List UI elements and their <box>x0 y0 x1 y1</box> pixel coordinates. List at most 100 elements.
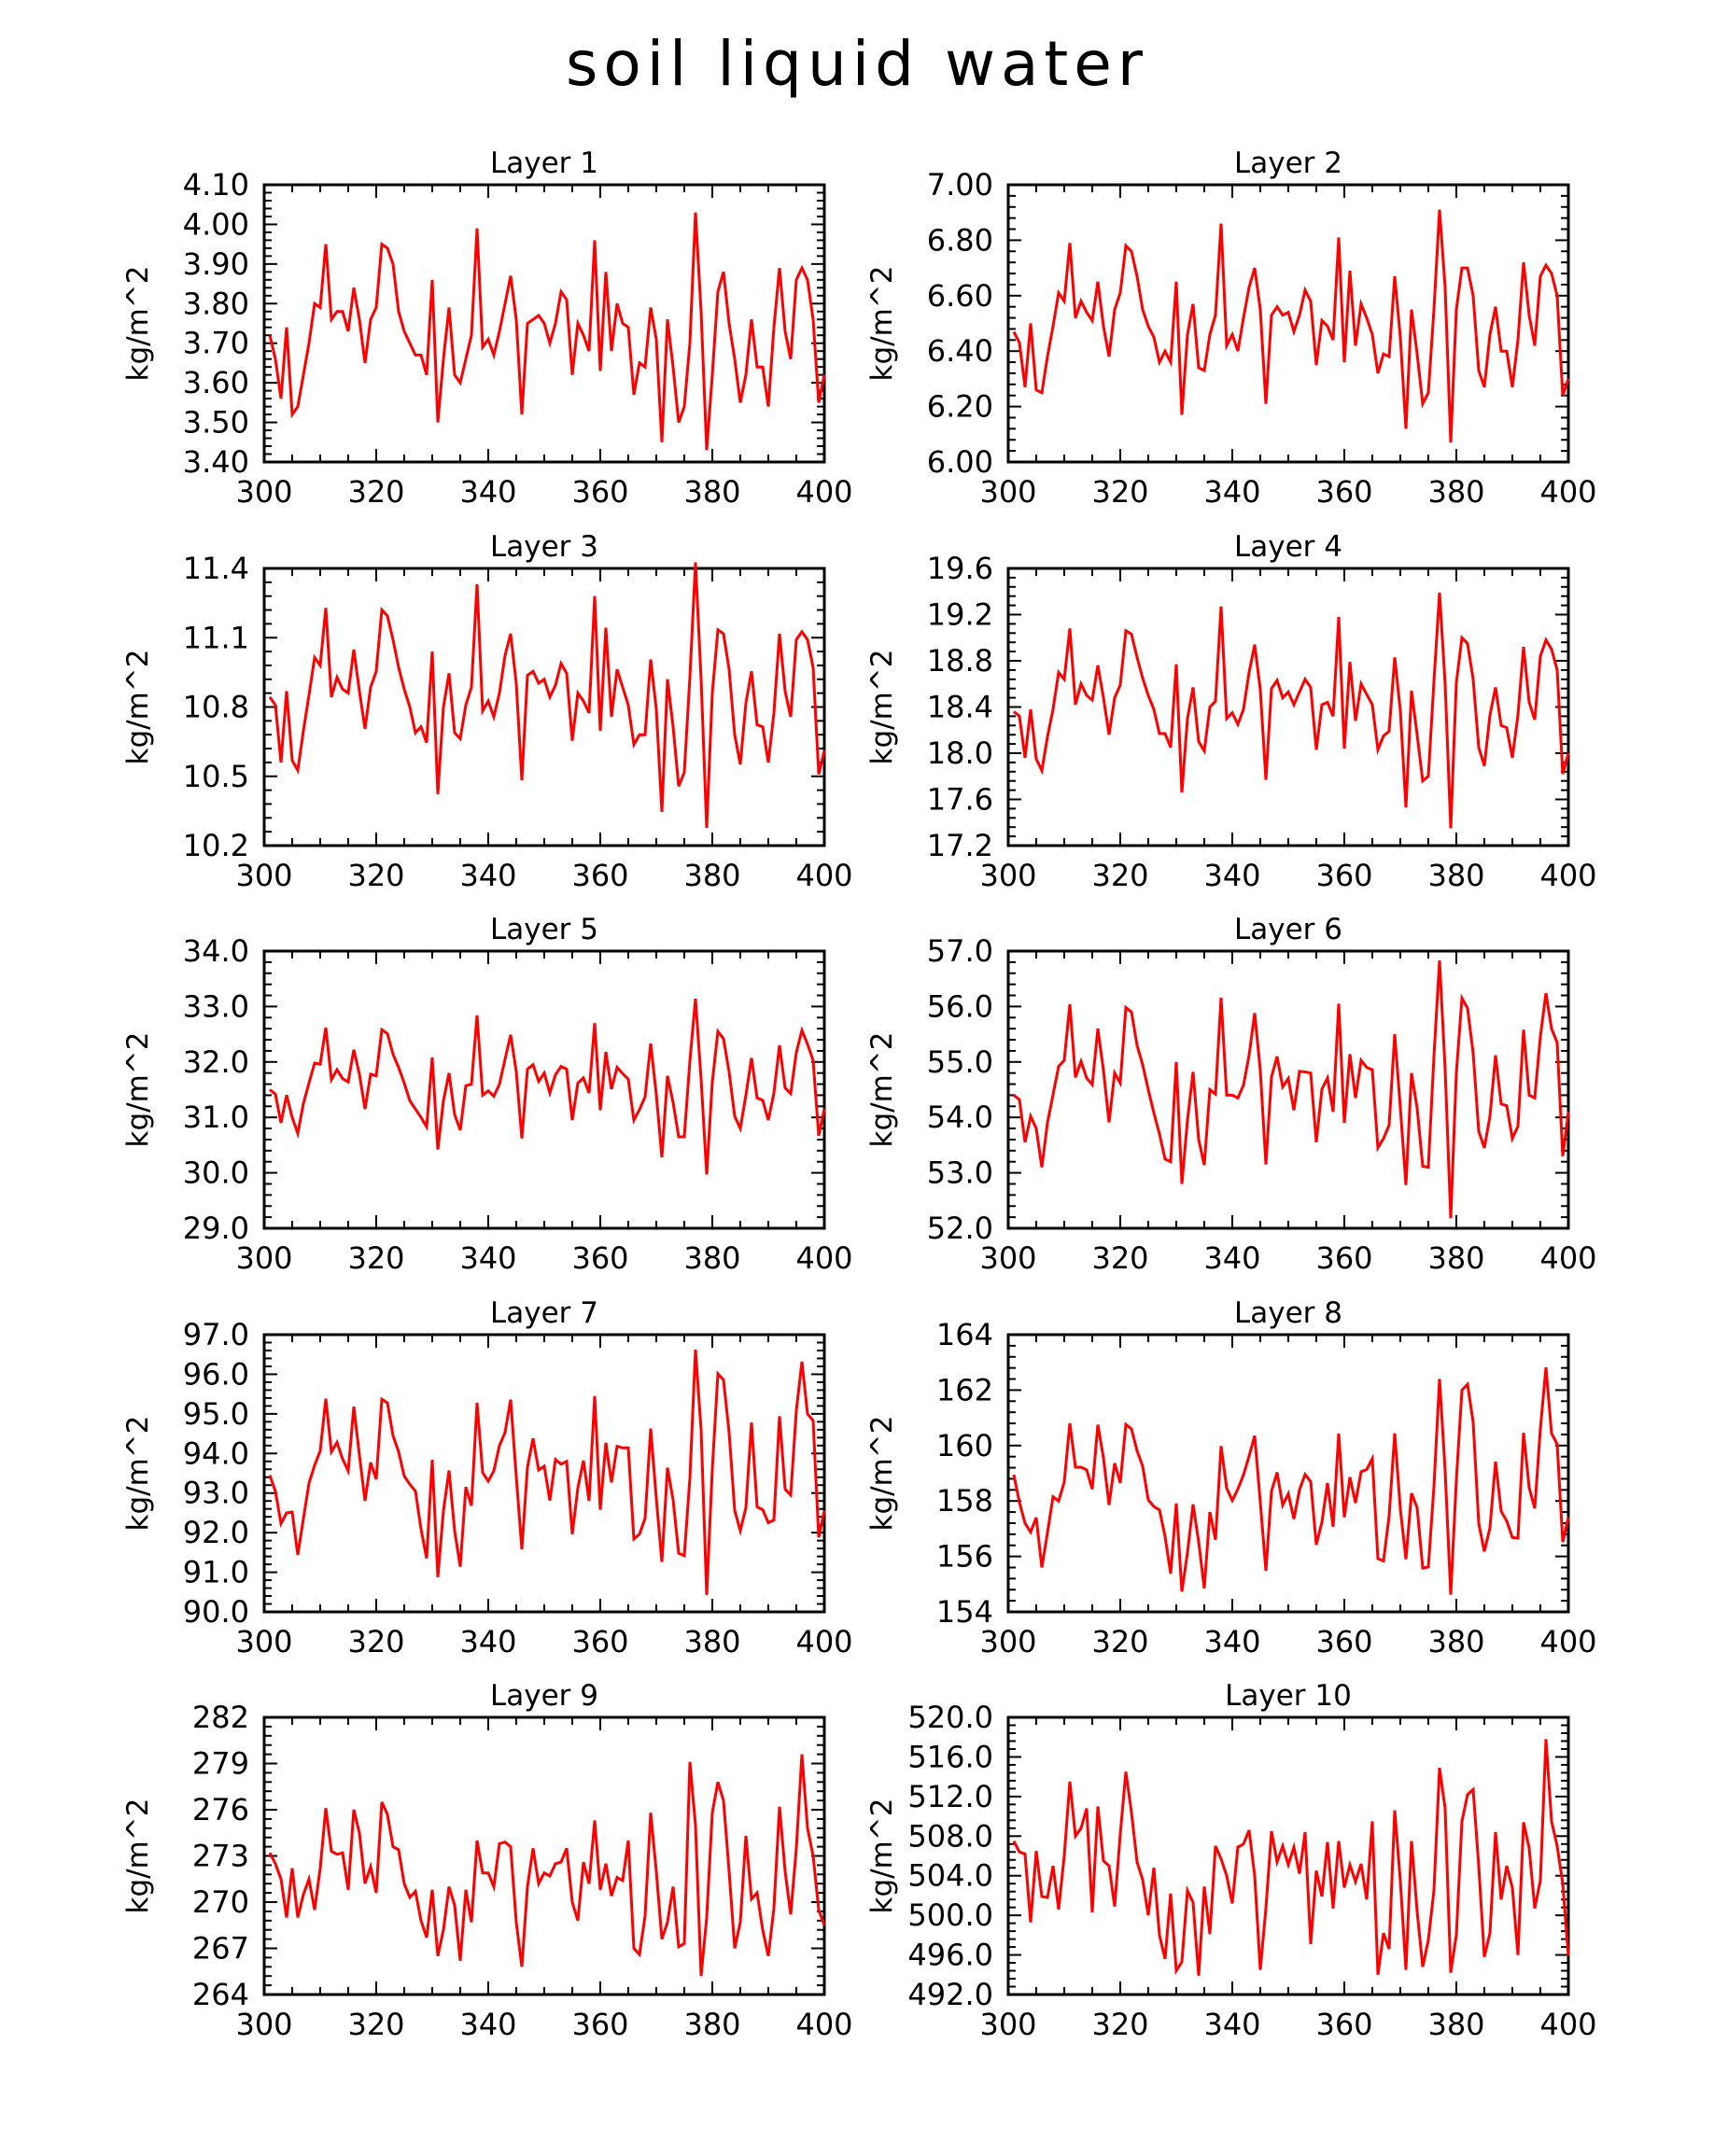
y-tick-label: 282 <box>192 1700 249 1735</box>
chart-panel-7: Layer 7 kg/m^2 300 320 340 360 380 400 90.0 91.0 9… <box>121 1296 853 1659</box>
x-tick-label: 380 <box>683 1624 740 1659</box>
x-tick-label: 360 <box>1315 2007 1372 2042</box>
y-tick-label: 162 <box>936 1372 993 1407</box>
y-tick-label: 18.0 <box>927 735 993 771</box>
y-tick-label: 512.0 <box>907 1779 993 1814</box>
x-tick-label: 320 <box>1091 1624 1148 1659</box>
series-line <box>268 212 826 451</box>
x-tick-label: 360 <box>1315 1624 1372 1659</box>
y-tick-label: 270 <box>192 1884 249 1920</box>
y-tick-label: 3.60 <box>183 365 249 400</box>
x-tick-label: 360 <box>571 858 628 893</box>
y-tick-label: 56.0 <box>927 988 993 1024</box>
y-tick-label: 154 <box>936 1594 993 1630</box>
y-axis-label: kg/m^2 <box>121 266 155 382</box>
y-tick-label: 279 <box>192 1746 249 1782</box>
y-tick-label: 19.2 <box>927 597 993 633</box>
y-tick-label: 10.2 <box>183 828 249 863</box>
x-tick-label: 300 <box>979 858 1036 893</box>
y-tick-label: 17.6 <box>927 782 993 818</box>
y-tick-label: 53.0 <box>927 1155 993 1191</box>
series-line <box>268 562 826 828</box>
y-tick-label: 10.5 <box>183 759 249 794</box>
x-tick-label: 320 <box>347 858 404 893</box>
y-tick-label: 264 <box>192 1977 249 2012</box>
x-tick-label: 340 <box>1203 858 1260 893</box>
y-tick-label: 6.80 <box>927 222 993 258</box>
y-tick-label: 96.0 <box>183 1356 249 1392</box>
chart-title: Layer 3 <box>490 530 598 564</box>
y-axis-label: kg/m^2 <box>121 1799 155 1914</box>
chart-panel-9: Layer 9 kg/m^2 300 320 340 360 380 400 264 267 270… <box>121 1679 853 2042</box>
y-tick-label: 276 <box>192 1792 249 1827</box>
chart-panel-4: Layer 4 kg/m^2 300 320 340 360 380 400 17.2 17.6 1… <box>865 530 1597 893</box>
page-title: soil liquid water <box>565 28 1149 100</box>
y-axis-label: kg/m^2 <box>865 266 899 382</box>
series-line <box>268 1754 826 1977</box>
chart-title: Layer 9 <box>490 1679 598 1713</box>
y-tick-label: 3.70 <box>183 326 249 361</box>
y-tick-label: 6.20 <box>927 389 993 425</box>
x-tick-label: 320 <box>347 474 404 510</box>
x-tick-label: 400 <box>1539 474 1596 510</box>
y-tick-label: 93.0 <box>183 1476 249 1511</box>
chart-panel-2: Layer 2 kg/m^2 300 320 340 360 380 400 6.00 6.20 6… <box>865 147 1597 510</box>
y-tick-label: 3.80 <box>183 286 249 321</box>
x-tick-label: 360 <box>1315 474 1372 510</box>
y-tick-label: 32.0 <box>183 1044 249 1080</box>
x-tick-label: 360 <box>571 1624 628 1659</box>
y-tick-label: 18.8 <box>927 643 993 679</box>
series-line <box>268 1349 826 1595</box>
y-tick-label: 57.0 <box>927 933 993 969</box>
x-tick-label: 320 <box>1091 858 1148 893</box>
x-tick-label: 320 <box>347 1240 404 1276</box>
x-tick-label: 300 <box>979 474 1036 510</box>
y-tick-label: 90.0 <box>183 1594 249 1630</box>
y-tick-label: 11.4 <box>183 551 249 586</box>
y-tick-label: 520.0 <box>907 1700 993 1735</box>
y-tick-label: 6.00 <box>927 444 993 480</box>
x-tick-label: 340 <box>1203 474 1260 510</box>
y-tick-label: 273 <box>192 1839 249 1874</box>
x-tick-label: 300 <box>235 858 292 893</box>
y-tick-label: 4.00 <box>183 206 249 242</box>
y-tick-label: 94.0 <box>183 1435 249 1471</box>
x-tick-label: 380 <box>683 1240 740 1276</box>
x-tick-label: 360 <box>571 1240 628 1276</box>
x-tick-label: 300 <box>235 1240 292 1276</box>
y-tick-label: 504.0 <box>907 1858 993 1894</box>
series-line <box>1012 1366 1570 1595</box>
y-axis-label: kg/m^2 <box>865 1032 899 1148</box>
x-tick-label: 320 <box>1091 2007 1148 2042</box>
chart-title: Layer 2 <box>1234 147 1342 180</box>
series-line <box>1013 960 1570 1219</box>
x-tick-label: 380 <box>1427 1240 1484 1276</box>
y-tick-label: 18.4 <box>927 690 993 725</box>
x-tick-label: 380 <box>683 858 740 893</box>
x-tick-label: 300 <box>235 2007 292 2042</box>
y-tick-label: 158 <box>936 1483 993 1519</box>
y-tick-label: 91.0 <box>183 1555 249 1590</box>
plot-frame <box>1006 567 1570 847</box>
y-tick-label: 500.0 <box>907 1897 993 1933</box>
y-tick-label: 30.0 <box>183 1155 249 1191</box>
y-tick-label: 156 <box>936 1539 993 1575</box>
y-tick-label: 6.60 <box>927 278 993 314</box>
chart-title: Layer 5 <box>490 913 598 946</box>
y-tick-label: 55.0 <box>927 1044 993 1080</box>
y-tick-label: 7.00 <box>927 167 993 203</box>
x-tick-label: 400 <box>1539 2007 1596 2042</box>
x-tick-label: 380 <box>1427 1624 1484 1659</box>
y-axis-label: kg/m^2 <box>121 650 155 765</box>
x-tick-label: 340 <box>459 474 516 510</box>
chart-panel-5: Layer 5 kg/m^2 300 320 340 360 380 400 29.0 30.0 3… <box>121 913 853 1276</box>
x-tick-label: 300 <box>235 1624 292 1659</box>
y-tick-label: 33.0 <box>183 988 249 1024</box>
y-axis-label: kg/m^2 <box>865 1416 899 1532</box>
y-tick-label: 508.0 <box>907 1818 993 1854</box>
x-tick-label: 340 <box>459 2007 516 2042</box>
x-tick-label: 400 <box>795 2007 852 2042</box>
x-tick-label: 380 <box>1427 858 1484 893</box>
y-tick-label: 11.1 <box>183 620 249 655</box>
